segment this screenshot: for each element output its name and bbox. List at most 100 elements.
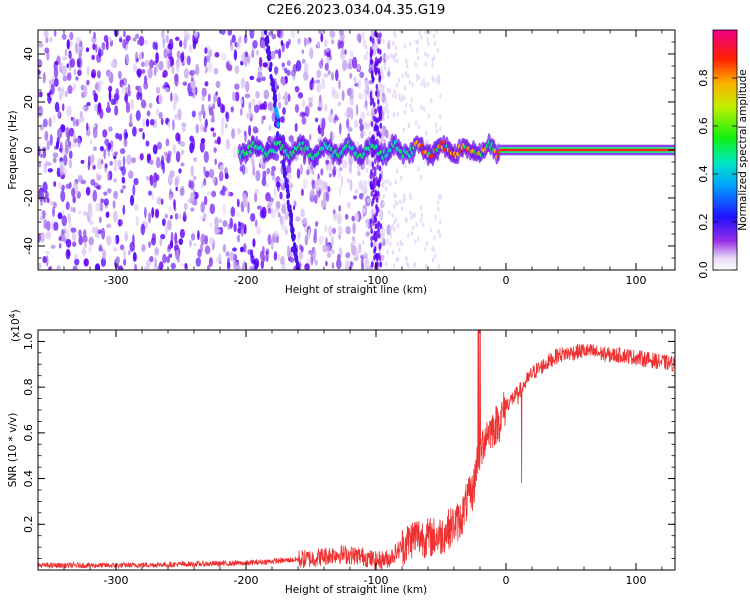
heatmap-cell <box>324 103 328 113</box>
heatmap-cell <box>215 80 221 88</box>
heatmap-cell <box>127 83 131 93</box>
heatmap-cell <box>87 155 91 167</box>
heatmap-cell <box>172 119 175 131</box>
heatmap-cell <box>376 190 380 197</box>
heatmap-cell <box>373 246 377 253</box>
heatmap-cell <box>318 30 323 35</box>
heatmap-cell <box>86 79 90 86</box>
heatmap-cell <box>249 75 255 81</box>
heatmap-cell <box>148 241 151 249</box>
heatmap-cell <box>382 194 386 200</box>
heatmap-cell <box>107 36 113 43</box>
heatmap-cell <box>233 49 238 61</box>
heatmap-cell <box>384 186 388 192</box>
heatmap-cell <box>103 191 108 196</box>
heatmap-cell <box>320 180 326 192</box>
heatmap-cell <box>431 246 434 252</box>
heatmap-cell <box>419 174 423 180</box>
y-tick-label: 0 <box>22 147 35 154</box>
heatmap-cell <box>77 137 81 148</box>
heatmap-cell <box>170 214 173 220</box>
heatmap-cell <box>168 194 173 201</box>
heatmap-cell <box>288 135 294 143</box>
heatmap-cell <box>378 110 382 117</box>
heatmap-cell <box>86 101 91 107</box>
heatmap-cell <box>314 228 318 235</box>
heatmap-cell <box>324 225 328 233</box>
heatmap-cell <box>348 87 354 100</box>
heatmap-cell <box>244 51 249 58</box>
heatmap-cell <box>252 165 256 176</box>
heatmap-cell <box>432 247 436 253</box>
heatmap-cell <box>107 142 112 150</box>
heatmap-cell <box>376 32 379 39</box>
heatmap-cell <box>175 132 181 142</box>
heatmap-cell <box>325 155 330 160</box>
heatmap-cell <box>300 188 304 197</box>
heatmap-cell <box>364 257 370 269</box>
heatmap-cell <box>168 253 173 258</box>
heatmap-cell <box>374 158 377 165</box>
colorbar-gradient <box>713 30 737 270</box>
heatmap-cell <box>373 45 376 51</box>
heatmap-cell <box>135 85 140 91</box>
heatmap-cell <box>40 198 43 207</box>
heatmap-cell <box>67 85 73 95</box>
heatmap-cell <box>309 47 314 60</box>
heatmap-cell <box>351 56 358 69</box>
heatmap-cell <box>368 130 371 136</box>
heatmap-cell <box>134 203 139 212</box>
heatmap-cell <box>174 175 181 185</box>
heatmap-cell <box>230 106 235 113</box>
heatmap-cell <box>394 199 397 205</box>
heatmap-cell <box>134 33 140 39</box>
heatmap-cell <box>380 130 385 139</box>
heatmap-cell <box>68 150 73 159</box>
heatmap-cell <box>94 82 99 91</box>
heatmap-cell <box>74 42 79 54</box>
heatmap-cell <box>339 167 343 172</box>
heatmap-cell <box>249 30 255 39</box>
heatmap-cell <box>384 98 388 104</box>
heatmap-cell <box>62 154 68 166</box>
heatmap-cell <box>332 208 336 215</box>
heatmap-cell <box>92 189 98 202</box>
heatmap-cell <box>183 202 188 211</box>
heatmap-cell <box>107 171 110 182</box>
heatmap-cell <box>91 36 97 44</box>
heatmap-cell <box>240 228 244 237</box>
heatmap-cell <box>152 41 157 50</box>
heatmap-cell <box>123 138 128 148</box>
heatmap-cell <box>75 76 79 81</box>
heatmap-cell <box>54 101 60 113</box>
heatmap-cell <box>156 196 163 205</box>
heatmap-cell <box>192 242 198 247</box>
heatmap-cell <box>371 75 375 82</box>
heatmap-cell <box>365 231 370 237</box>
heatmap-cell <box>374 125 378 132</box>
heatmap-cell <box>239 246 245 253</box>
heatmap-cell <box>214 228 221 234</box>
heatmap-cell <box>240 77 246 89</box>
heatmap-cell <box>394 179 397 185</box>
heatmap-cell <box>93 146 97 152</box>
heatmap-cell <box>167 174 173 186</box>
heatmap-cell <box>284 99 289 106</box>
heatmap-cell <box>419 205 423 211</box>
heatmap-cell <box>363 190 366 196</box>
heatmap-cell <box>294 122 298 133</box>
heatmap-cell <box>139 153 144 161</box>
heatmap-cell <box>124 95 127 102</box>
heatmap-cell <box>327 186 331 192</box>
heatmap-cell <box>271 33 277 40</box>
heatmap-cell <box>234 91 240 102</box>
heatmap-cell <box>113 236 117 245</box>
heatmap-cell <box>221 185 226 197</box>
heatmap-cell <box>380 70 384 81</box>
heatmap-cell <box>89 220 94 226</box>
heatmap-cell <box>97 229 102 235</box>
heatmap-cell <box>110 98 116 106</box>
heatmap-cell <box>366 111 370 117</box>
x-tick-label: 0 <box>503 574 510 587</box>
